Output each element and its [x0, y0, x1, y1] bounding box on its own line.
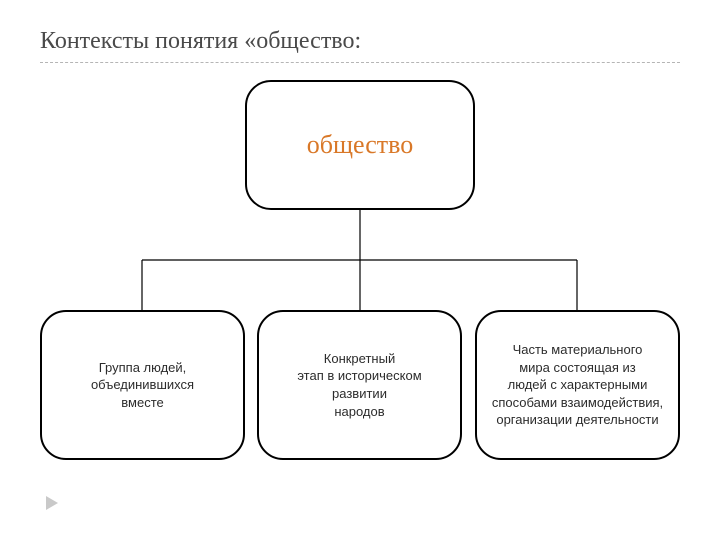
node-root-label: общество — [307, 130, 413, 160]
node-child-2: Конкретныйэтап в историческомразвитиинар… — [257, 310, 462, 460]
node-root: общество — [245, 80, 475, 210]
node-child-3-label: Часть материальногомира состоящая излюде… — [478, 331, 677, 439]
title-underline — [40, 62, 680, 63]
slide-title: Контексты понятия «общество: — [40, 28, 361, 55]
node-child-3: Часть материальногомира состоящая излюде… — [475, 310, 680, 460]
node-child-1: Группа людей,объединившихсявместе — [40, 310, 245, 460]
node-child-2-label: Конкретныйэтап в историческомразвитиинар… — [283, 340, 435, 430]
slide-marker-icon — [46, 496, 58, 510]
node-child-1-label: Группа людей,объединившихсявместе — [77, 349, 208, 422]
